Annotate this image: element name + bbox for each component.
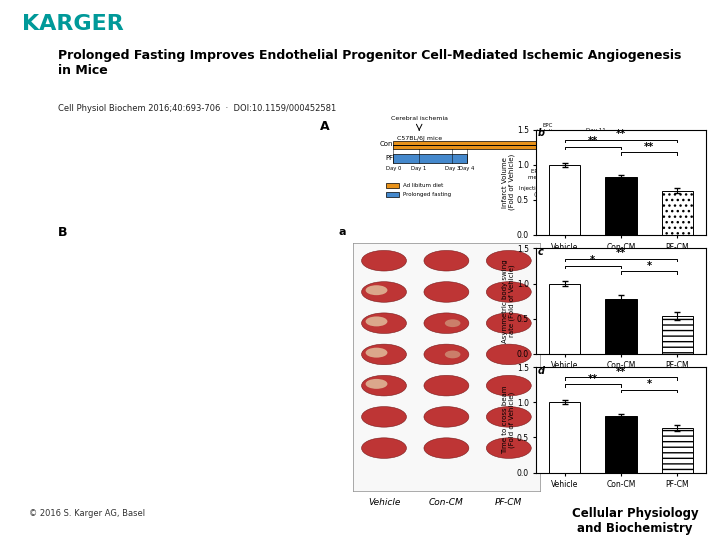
Text: EPC
isolation: EPC isolation <box>536 123 559 134</box>
Ellipse shape <box>361 344 407 365</box>
Bar <box>386 183 399 188</box>
Text: Con-CM: Con-CM <box>429 498 464 508</box>
Ellipse shape <box>486 313 531 334</box>
Text: © 2016 S. Karger AG, Basel: © 2016 S. Karger AG, Basel <box>29 509 145 518</box>
Ellipse shape <box>486 375 531 396</box>
Text: A: A <box>320 120 330 133</box>
Y-axis label: Infarct Volume
(Fold of Vehicle): Infarct Volume (Fold of Vehicle) <box>502 154 516 211</box>
Ellipse shape <box>424 438 469 458</box>
Ellipse shape <box>445 350 461 359</box>
Bar <box>606 299 636 354</box>
Text: Day 1: Day 1 <box>412 166 427 171</box>
Text: C57BL/6J mice: C57BL/6J mice <box>577 164 614 168</box>
Text: **: ** <box>588 136 598 146</box>
Text: Injection via tail vein
(200 μL/v): Injection via tail vein (200 μL/v) <box>519 186 576 197</box>
Text: PF-CM: PF-CM <box>495 498 523 508</box>
Text: Cellular Physiology
and Biochemistry: Cellular Physiology and Biochemistry <box>572 507 698 535</box>
Ellipse shape <box>486 282 531 302</box>
Ellipse shape <box>424 251 469 271</box>
Text: *: * <box>647 379 652 389</box>
Ellipse shape <box>366 285 387 295</box>
Text: Behavior/infarct
volume assessment:: Behavior/infarct volume assessment: <box>621 143 675 154</box>
Ellipse shape <box>486 438 531 458</box>
Y-axis label: Asymmetric body swing
rate (Fold of Vehicle): Asymmetric body swing rate (Fold of Vehi… <box>502 259 516 343</box>
Ellipse shape <box>361 251 407 271</box>
Ellipse shape <box>424 407 469 427</box>
Ellipse shape <box>361 407 407 427</box>
Ellipse shape <box>486 251 531 271</box>
Text: Day 1: Day 1 <box>676 156 693 160</box>
Text: **: ** <box>616 129 626 139</box>
Text: Prolonged fasting: Prolonged fasting <box>402 192 451 197</box>
Text: PF: PF <box>385 155 394 161</box>
Text: *: * <box>647 260 652 271</box>
Ellipse shape <box>361 313 407 334</box>
Text: a: a <box>338 227 346 237</box>
Ellipse shape <box>486 407 531 427</box>
Text: Day 0: Day 0 <box>386 166 401 171</box>
Text: **: ** <box>616 248 626 258</box>
Text: Cerebral ischemia: Cerebral ischemia <box>391 117 448 122</box>
Ellipse shape <box>424 375 469 396</box>
Bar <box>394 141 548 149</box>
Text: Ad libitum diet: Ad libitum diet <box>402 183 443 188</box>
Bar <box>549 402 580 472</box>
Text: Vehicle: Vehicle <box>368 498 400 508</box>
Ellipse shape <box>424 344 469 365</box>
Text: C57BL/6J
mice: C57BL/6J mice <box>621 156 644 166</box>
Text: B: B <box>58 226 67 239</box>
Text: Prolonged Fasting Improves Endothelial Progenitor Cell-Mediated Ischemic Angioge: Prolonged Fasting Improves Endothelial P… <box>58 49 681 77</box>
Text: **: ** <box>644 141 654 152</box>
Bar <box>662 316 693 354</box>
Bar <box>386 192 399 197</box>
Text: b: b <box>538 128 544 138</box>
Text: Day 3: Day 3 <box>445 166 460 171</box>
Ellipse shape <box>366 379 387 389</box>
Bar <box>662 191 693 235</box>
Text: C57BL/6J mice: C57BL/6J mice <box>397 137 442 141</box>
Text: Cell Physiol Biochem 2016;40:693-706  ·  DOI:10.1159/000452581: Cell Physiol Biochem 2016;40:693-706 · D… <box>58 104 336 113</box>
Text: Day 4: Day 4 <box>459 166 474 171</box>
Bar <box>549 284 580 354</box>
Text: d: d <box>538 366 544 376</box>
Text: Control
ischemia: Control ischemia <box>621 130 646 140</box>
Bar <box>606 416 636 472</box>
Ellipse shape <box>486 344 531 365</box>
Ellipse shape <box>424 282 469 302</box>
Bar <box>394 154 467 163</box>
Text: **: ** <box>616 367 626 377</box>
Text: *: * <box>590 255 595 265</box>
Ellipse shape <box>366 348 387 357</box>
Ellipse shape <box>361 375 407 396</box>
Ellipse shape <box>366 316 387 326</box>
Text: **: ** <box>588 374 598 384</box>
Bar <box>549 165 580 235</box>
Text: Con: Con <box>380 141 394 147</box>
Text: EPCs culture
media harvest: EPCs culture media harvest <box>528 168 567 179</box>
Text: Day 11: Day 11 <box>585 129 606 133</box>
Ellipse shape <box>361 282 407 302</box>
Ellipse shape <box>445 319 461 327</box>
Text: c: c <box>538 247 544 257</box>
Text: KARGER: KARGER <box>22 14 123 35</box>
Y-axis label: Time to cross beam
(Fold of Vehicle): Time to cross beam (Fold of Vehicle) <box>502 386 516 454</box>
Ellipse shape <box>361 438 407 458</box>
Bar <box>606 177 636 235</box>
Bar <box>662 428 693 472</box>
Ellipse shape <box>424 313 469 334</box>
